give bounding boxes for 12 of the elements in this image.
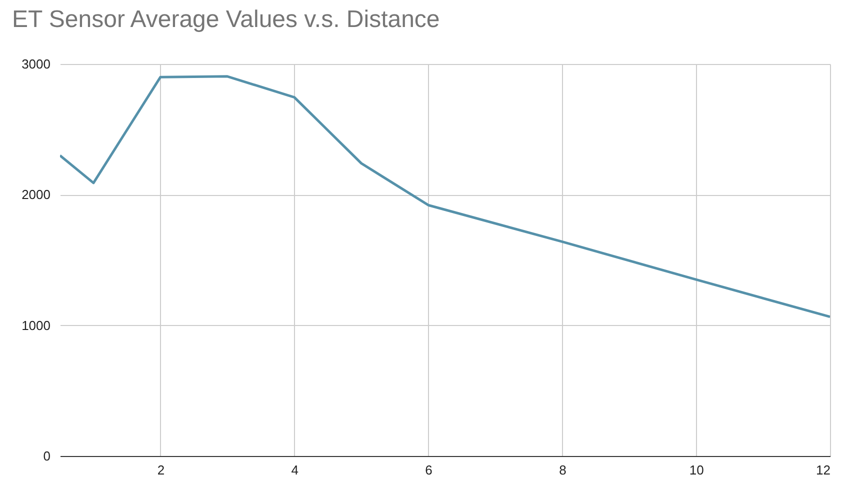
x-tick-label: 4 xyxy=(291,462,298,478)
y-tick-label: 2000 xyxy=(22,187,50,202)
y-tick-label: 1000 xyxy=(22,318,50,333)
x-tick-label: 12 xyxy=(816,462,830,478)
y-tick-label: 0 xyxy=(43,448,50,464)
x-tick-label: 10 xyxy=(689,462,704,478)
x-tick-label: 8 xyxy=(559,462,566,478)
chart-title: ET Sensor Average Values v.s. Distance xyxy=(12,6,440,33)
y-tick-label: 3000 xyxy=(22,56,50,72)
x-tick-label: 2 xyxy=(157,462,165,478)
line-series xyxy=(60,75,830,318)
x-tick-label: 6 xyxy=(425,462,432,478)
